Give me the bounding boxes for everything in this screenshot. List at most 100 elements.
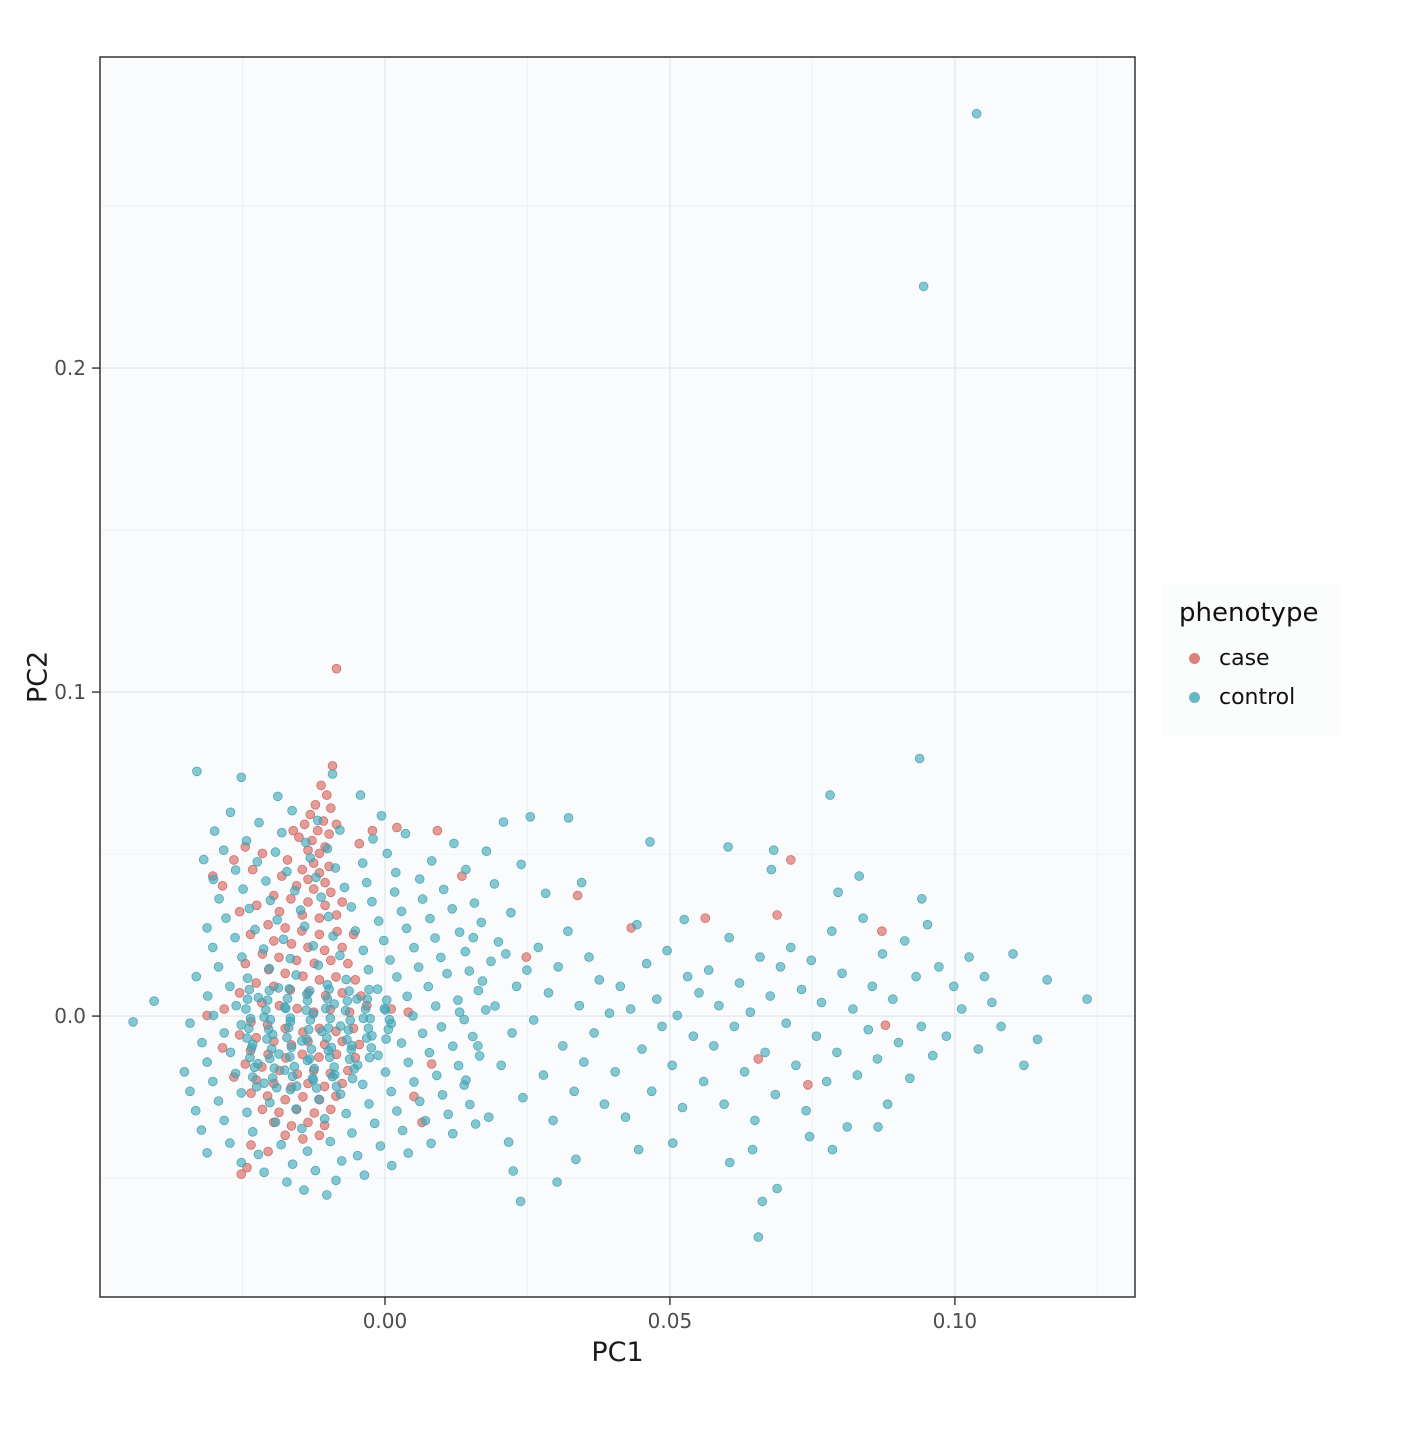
point-control — [825, 790, 835, 800]
point-control — [381, 995, 392, 1005]
point-control — [423, 981, 434, 992]
point-case — [521, 952, 532, 962]
point-control — [438, 884, 449, 895]
point-control — [308, 940, 319, 951]
point-case — [274, 1107, 284, 1118]
point-control — [192, 766, 202, 777]
point-control — [599, 1099, 610, 1109]
point-control — [1042, 974, 1052, 985]
point-case — [785, 855, 796, 865]
point-control — [290, 885, 300, 896]
point-control — [766, 864, 777, 875]
point-control — [328, 931, 338, 941]
point-control — [373, 1050, 383, 1061]
point-control — [247, 1072, 258, 1082]
point-control — [837, 968, 847, 979]
point-control — [273, 983, 284, 993]
legend-label-case: case — [1219, 646, 1270, 671]
point-control — [287, 805, 297, 816]
point-control — [832, 1047, 842, 1058]
point-case — [274, 906, 285, 917]
point-control — [367, 896, 377, 907]
point-control — [191, 971, 202, 982]
point-control — [548, 1115, 558, 1126]
point-control — [323, 1023, 334, 1033]
point-control — [208, 1010, 219, 1021]
point-case — [246, 1140, 256, 1150]
point-case — [331, 972, 341, 982]
point-control — [646, 1086, 657, 1097]
point-case — [288, 825, 299, 836]
point-control — [321, 1033, 332, 1043]
point-control — [1008, 949, 1018, 959]
point-control — [238, 884, 248, 894]
point-control — [426, 856, 437, 866]
point-control — [386, 1160, 397, 1171]
point-case — [297, 1049, 308, 1060]
point-case — [303, 874, 313, 885]
point-control — [979, 971, 990, 982]
point-case — [337, 942, 348, 953]
point-control — [437, 1090, 448, 1100]
point-case — [251, 978, 262, 988]
point-control — [956, 1004, 967, 1014]
point-control — [408, 1010, 418, 1021]
legend: phenotype case control — [1163, 584, 1341, 736]
point-control — [341, 1034, 352, 1045]
point-control — [241, 835, 252, 846]
point-control — [594, 974, 605, 985]
point-control — [703, 965, 714, 975]
point-control — [280, 1003, 291, 1014]
point-control — [461, 1075, 471, 1085]
point-control — [249, 1062, 260, 1073]
point-control — [345, 1015, 356, 1026]
point-control — [589, 1028, 599, 1038]
point-control — [473, 1041, 483, 1051]
point-control — [723, 842, 733, 852]
point-control — [341, 974, 352, 985]
point-control — [911, 971, 921, 982]
point-control — [301, 1005, 312, 1015]
point-control — [336, 1156, 347, 1166]
point-control — [755, 952, 765, 962]
point-control — [877, 949, 888, 959]
point-control — [483, 1112, 494, 1122]
point-control — [339, 882, 350, 893]
point-control — [515, 1196, 526, 1207]
point-control — [413, 962, 424, 972]
point-control — [326, 1042, 337, 1053]
point-case — [268, 936, 279, 946]
point-control — [368, 833, 378, 844]
point-control — [258, 944, 269, 954]
point-control — [508, 1166, 519, 1176]
point-control — [327, 1071, 338, 1082]
point-control — [335, 1021, 346, 1031]
point-case — [246, 1088, 256, 1098]
point-control — [149, 996, 159, 1006]
point-case — [314, 1052, 324, 1062]
point-case — [325, 1104, 336, 1115]
point-control — [498, 817, 509, 827]
point-control — [375, 1141, 386, 1151]
point-control — [376, 810, 387, 821]
point-case — [236, 1169, 247, 1179]
point-control — [282, 993, 293, 1004]
point-control — [225, 807, 236, 818]
point-control — [264, 985, 275, 996]
point-case — [316, 780, 326, 791]
point-control — [804, 1131, 815, 1142]
point-control — [267, 1073, 278, 1083]
point-control — [679, 914, 689, 925]
point-control — [918, 281, 929, 292]
point-control — [320, 1003, 331, 1014]
point-control — [941, 1031, 952, 1041]
point-control — [236, 1088, 247, 1098]
point-control — [299, 1185, 309, 1195]
point-control — [916, 1021, 927, 1032]
point-control — [584, 952, 594, 962]
point-control — [765, 991, 775, 1001]
point-control — [305, 1015, 316, 1025]
point-control — [331, 1081, 342, 1092]
point-case — [325, 803, 336, 813]
point-control — [380, 1067, 391, 1077]
